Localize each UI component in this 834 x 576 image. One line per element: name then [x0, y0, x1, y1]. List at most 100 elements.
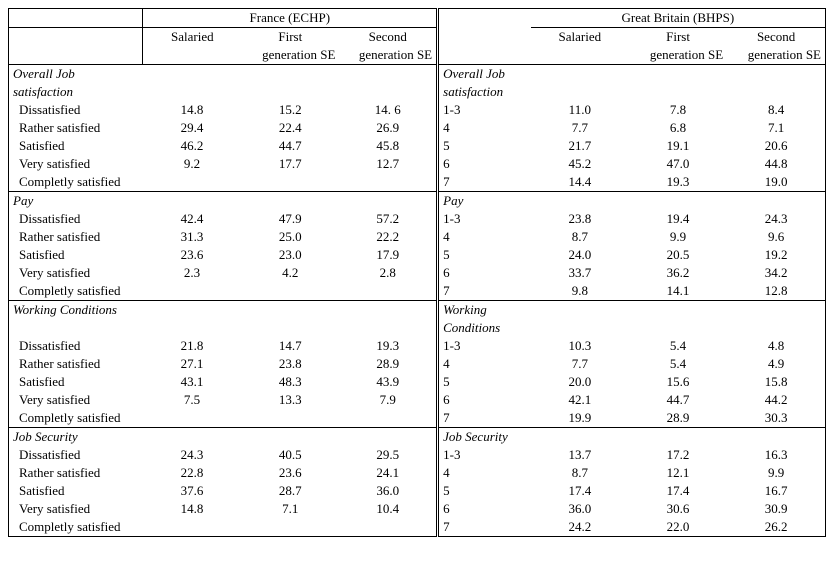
row-label: Very satisfied [9, 264, 143, 282]
gb-scale: 1-3 [438, 446, 531, 464]
section-title-fr [9, 319, 143, 337]
section-title-gb: Overall Job [438, 65, 531, 84]
cell: 26.9 [339, 119, 437, 137]
gb-scale: 4 [438, 355, 531, 373]
cell: 9.8 [531, 282, 629, 301]
cell: 17.2 [629, 446, 727, 464]
section-title-fr: Pay [9, 192, 143, 211]
cell: 5.4 [629, 337, 727, 355]
cell: 37.6 [143, 482, 241, 500]
row-label: Rather satisfied [9, 355, 143, 373]
cell: 16.7 [727, 482, 825, 500]
col-second-se-gb: Second [727, 28, 825, 47]
cell: 22.0 [629, 518, 727, 537]
cell: 44.7 [629, 391, 727, 409]
cell: 30.6 [629, 500, 727, 518]
header-gb: Great Britain (BHPS) [531, 9, 826, 28]
col-second-se-fr: Second [339, 28, 437, 47]
cell [339, 518, 437, 537]
col-salaried-gb: Salaried [531, 28, 629, 47]
cell: 19.1 [629, 137, 727, 155]
cell: 22.4 [241, 119, 339, 137]
gb-scale: 7 [438, 173, 531, 192]
cell: 16.3 [727, 446, 825, 464]
cell: 5.4 [629, 355, 727, 373]
cell: 7.1 [727, 119, 825, 137]
cell [241, 282, 339, 301]
row-label: Dissatisfied [9, 101, 143, 119]
cell: 15.6 [629, 373, 727, 391]
row-label: Very satisfied [9, 391, 143, 409]
section-title-fr: Job Security [9, 428, 143, 447]
row-label: Dissatisfied [9, 446, 143, 464]
cell [241, 173, 339, 192]
cell: 20.0 [531, 373, 629, 391]
section-title-gb: Conditions [438, 319, 531, 337]
cell: 2.3 [143, 264, 241, 282]
cell: 28.7 [241, 482, 339, 500]
cell: 20.6 [727, 137, 825, 155]
cell: 15.2 [241, 101, 339, 119]
cell: 9.9 [727, 464, 825, 482]
gb-scale: 4 [438, 228, 531, 246]
cell: 19.0 [727, 173, 825, 192]
cell: 45.2 [531, 155, 629, 173]
gb-scale: 1-3 [438, 101, 531, 119]
cell: 23.8 [241, 355, 339, 373]
row-label: Dissatisfied [9, 337, 143, 355]
row-label: Rather satisfied [9, 228, 143, 246]
cell: 30.9 [727, 500, 825, 518]
cell: 24.1 [339, 464, 437, 482]
gb-scale: 7 [438, 282, 531, 301]
row-label: Satisfied [9, 482, 143, 500]
cell: 9.9 [629, 228, 727, 246]
cell: 8.7 [531, 464, 629, 482]
cell: 13.7 [531, 446, 629, 464]
col-first-se-gb: First [629, 28, 727, 47]
row-label: Satisfied [9, 137, 143, 155]
cell: 14.8 [143, 500, 241, 518]
cell: 4.8 [727, 337, 825, 355]
gb-scale: 5 [438, 373, 531, 391]
row-label: Very satisfied [9, 500, 143, 518]
cell: 28.9 [339, 355, 437, 373]
cell: 11.0 [531, 101, 629, 119]
cell: 22.8 [143, 464, 241, 482]
cell [143, 282, 241, 301]
cell: 10.4 [339, 500, 437, 518]
section-title-gb: Pay [438, 192, 531, 211]
cell: 7.5 [143, 391, 241, 409]
cell: 12.1 [629, 464, 727, 482]
section-title-fr: satisfaction [9, 83, 143, 101]
cell: 10.3 [531, 337, 629, 355]
cell: 27.1 [143, 355, 241, 373]
cell [143, 173, 241, 192]
cell: 2.8 [339, 264, 437, 282]
cell: 42.4 [143, 210, 241, 228]
cell: 4.9 [727, 355, 825, 373]
cell: 36.2 [629, 264, 727, 282]
row-label: Completly satisfied [9, 282, 143, 301]
cell: 33.7 [531, 264, 629, 282]
cell: 7.8 [629, 101, 727, 119]
cell: 21.7 [531, 137, 629, 155]
cell: 44.2 [727, 391, 825, 409]
cell: 20.5 [629, 246, 727, 264]
cell: 7.7 [531, 119, 629, 137]
gb-scale: 7 [438, 409, 531, 428]
gb-scale: 5 [438, 137, 531, 155]
cell: 8.7 [531, 228, 629, 246]
gb-scale: 5 [438, 246, 531, 264]
cell: 9.6 [727, 228, 825, 246]
gb-scale: 6 [438, 264, 531, 282]
cell [339, 409, 437, 428]
cell: 19.9 [531, 409, 629, 428]
cell: 24.3 [143, 446, 241, 464]
cell: 7.9 [339, 391, 437, 409]
cell: 43.1 [143, 373, 241, 391]
gb-scale: 4 [438, 119, 531, 137]
cell [143, 409, 241, 428]
cell: 36.0 [339, 482, 437, 500]
job-satisfaction-table: France (ECHP)Great Britain (BHPS)Salarie… [8, 8, 826, 537]
cell: 25.0 [241, 228, 339, 246]
